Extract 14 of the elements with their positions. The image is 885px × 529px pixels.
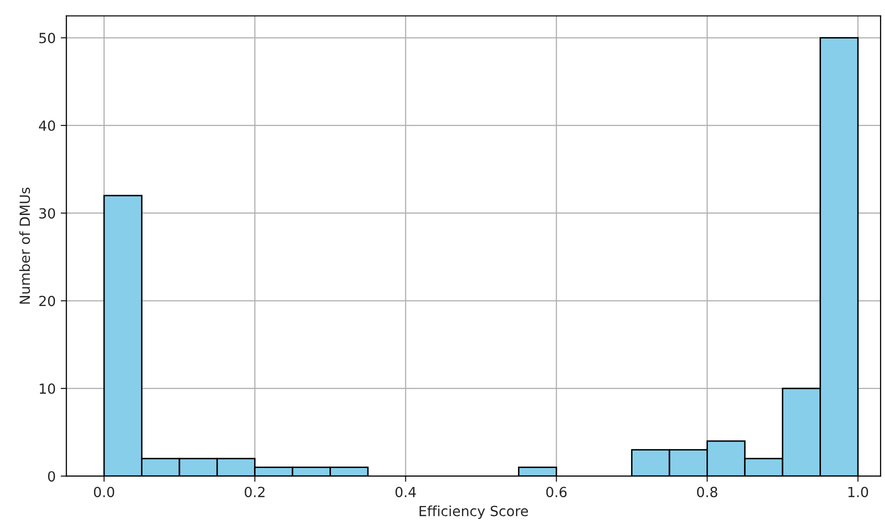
x-tick-label: 0.6 xyxy=(546,486,567,498)
x-axis-title: Efficiency Score xyxy=(420,506,528,519)
x-tick-label: 1.0 xyxy=(848,486,868,498)
x-tick-label: 0.0 xyxy=(94,486,114,498)
y-axis-title: Number of DMUs xyxy=(19,188,30,304)
y-tick-label: 30 xyxy=(39,208,56,219)
x-tick-label: 0.2 xyxy=(244,486,264,498)
y-tick-label: 10 xyxy=(40,383,56,394)
x-tick-label: 0.8 xyxy=(697,486,718,498)
y-tick-label: 40 xyxy=(38,120,56,131)
x-tick-label: 0.4 xyxy=(395,486,416,498)
y-tick-label: 0 xyxy=(48,471,56,482)
y-tick-label: 50 xyxy=(39,32,56,44)
y-tick-label: 20 xyxy=(39,296,56,306)
